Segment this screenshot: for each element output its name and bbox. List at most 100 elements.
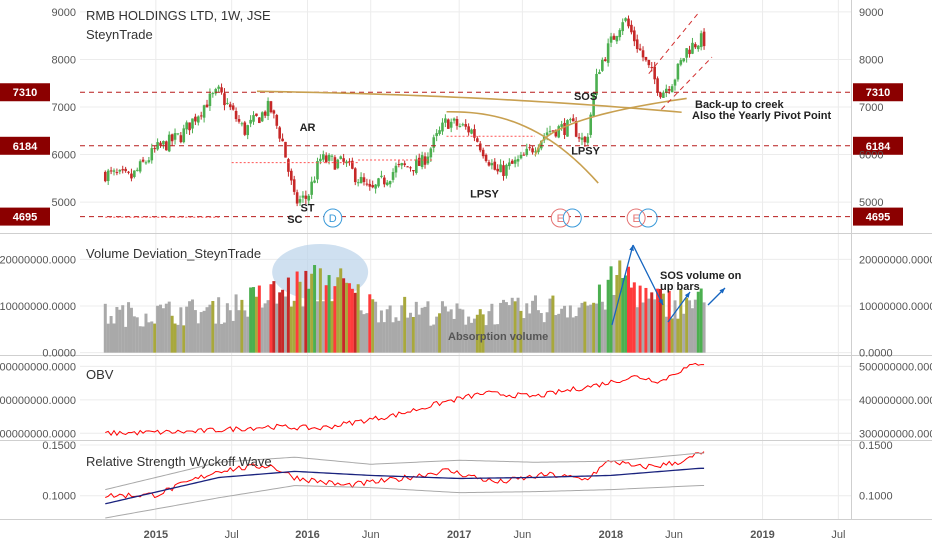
volume-bar	[147, 322, 151, 353]
candle-body	[383, 177, 386, 185]
volume-bar	[391, 322, 395, 353]
candle-body	[118, 169, 122, 172]
channel-line-0	[648, 11, 700, 75]
volume-bar	[499, 302, 503, 353]
candle-body	[135, 169, 139, 171]
candle-body	[333, 157, 337, 170]
volume-bar	[638, 285, 642, 353]
candle-body	[304, 195, 308, 199]
volume-bar	[246, 316, 250, 353]
candle-body	[103, 171, 107, 182]
level-tag-right-bg	[853, 136, 903, 155]
candle-body	[220, 87, 223, 93]
volume-bar	[112, 323, 116, 353]
candle-body	[467, 126, 470, 133]
volume-bar	[231, 320, 235, 353]
volume-bar	[374, 301, 378, 353]
creek-arc	[256, 90, 682, 114]
wave-pane-title: Relative Strength Wyckoff Wave	[86, 454, 272, 469]
time-axis-label: 2017	[447, 529, 471, 541]
volume-bar	[696, 291, 700, 353]
candle-body	[571, 118, 575, 122]
volume-bar	[435, 316, 439, 353]
candle-body	[624, 18, 627, 21]
volume-axis-right-label: 0.0000	[859, 348, 893, 360]
volume-bar	[237, 310, 241, 353]
volume-bar	[289, 306, 293, 353]
candle-body	[191, 118, 194, 129]
candle-body	[246, 125, 250, 136]
note-backup-creek: Back-up to creek	[695, 99, 785, 111]
candle-body	[670, 86, 674, 93]
volume-bar	[542, 322, 546, 353]
volume-bar	[682, 313, 686, 353]
volume-bar	[222, 322, 226, 353]
volume-bar	[627, 266, 631, 353]
candle-body	[513, 159, 517, 164]
volume-bar	[589, 304, 593, 353]
volume-bar	[432, 324, 436, 353]
candle-body	[272, 110, 276, 114]
plot-layer	[80, 11, 851, 519]
volume-bar	[641, 302, 645, 353]
candle-body	[176, 133, 180, 135]
volume-bar	[307, 288, 311, 353]
price-axis-left-label: 7000	[52, 102, 76, 114]
candle-body	[603, 59, 607, 61]
candle-body	[435, 133, 438, 137]
candle-body	[388, 181, 392, 185]
candle-body	[662, 92, 665, 98]
obv-axis-right-label: 300000000.0000	[859, 428, 932, 440]
volume-bar	[347, 283, 351, 353]
volume-bar	[606, 279, 610, 353]
price-axis-right-label: 6000	[859, 150, 883, 162]
candle-body	[185, 122, 188, 130]
volume-bar	[362, 314, 366, 353]
candle-body	[685, 48, 688, 58]
volume-bar	[438, 313, 442, 353]
volume-bar	[266, 300, 270, 353]
candle-body	[423, 156, 427, 165]
volume-bar	[281, 289, 285, 353]
volume-bar	[345, 282, 349, 353]
candle-body	[391, 172, 395, 180]
candle-body	[432, 137, 436, 148]
candle-body	[534, 151, 537, 153]
candle-body	[656, 78, 659, 93]
candle-body	[194, 116, 197, 122]
volume-bar	[618, 260, 622, 353]
candle-body	[644, 56, 648, 61]
candle-body	[208, 93, 212, 106]
candle-body	[478, 143, 482, 151]
candle-body	[429, 148, 433, 158]
volume-bar	[519, 310, 523, 353]
candle-body	[481, 149, 485, 157]
volume-bar	[664, 316, 668, 353]
volume-bar	[321, 301, 325, 353]
volume-bar	[141, 326, 145, 353]
volume-bar	[342, 278, 346, 353]
volume-arrow-down	[632, 244, 664, 306]
candle-body	[263, 111, 267, 116]
event-circle-secondary	[562, 208, 582, 228]
wyckoff-label-lpsy: LPSY	[470, 188, 499, 200]
candle-body	[441, 122, 444, 132]
candle-body	[583, 136, 587, 143]
volume-axis-left-label: 20000000.0000	[0, 254, 76, 266]
volume-bar	[327, 275, 331, 353]
volume-bar	[647, 298, 651, 353]
candle-body	[484, 154, 488, 161]
volume-bar	[414, 301, 418, 353]
volume-bar	[278, 292, 282, 353]
volume-bar	[159, 304, 163, 353]
volume-bar	[688, 300, 692, 353]
candle-body	[502, 165, 505, 176]
candle-body	[461, 124, 465, 126]
candle-body	[167, 134, 171, 152]
candle-body	[449, 121, 453, 128]
candle-body	[647, 59, 651, 66]
candle-body	[487, 162, 491, 166]
candle-body	[696, 45, 700, 50]
note-yearly-pivot: Also the Yearly Pivot Point	[692, 110, 832, 122]
candle-body	[476, 138, 479, 142]
